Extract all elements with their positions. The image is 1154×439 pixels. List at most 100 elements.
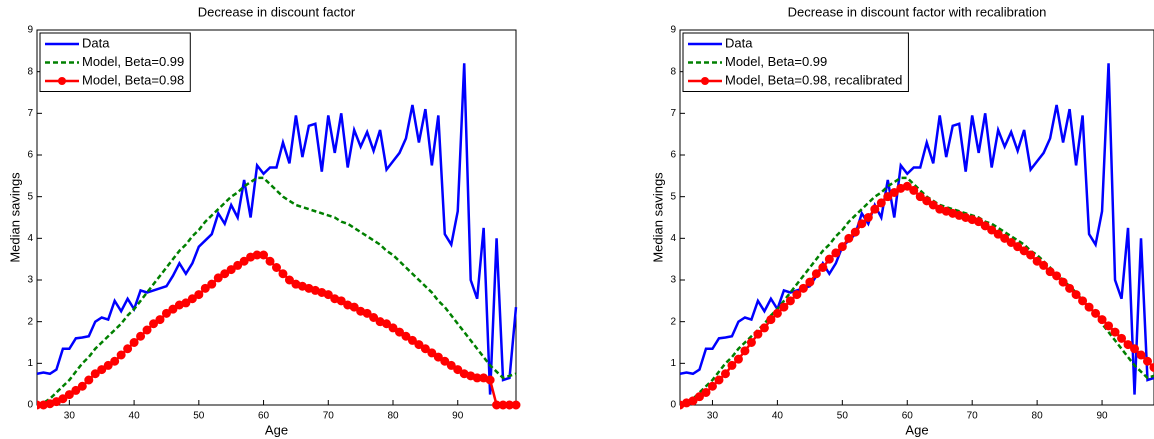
point-marker <box>863 213 873 222</box>
point-marker <box>707 381 717 391</box>
point-marker <box>915 192 925 202</box>
plot-area <box>680 63 1154 410</box>
point-marker <box>837 242 847 252</box>
point-marker <box>233 260 243 270</box>
point-marker <box>844 233 854 243</box>
chart-title: Decrease in discount factor <box>198 4 356 19</box>
point-marker <box>733 354 743 364</box>
point-marker <box>753 329 763 339</box>
y-tick-label: 3 <box>670 275 676 286</box>
point-marker <box>785 296 795 306</box>
axes-box <box>36 29 517 406</box>
x-tick-label: 90 <box>452 411 464 422</box>
point-marker <box>993 229 1003 239</box>
point-marker <box>766 315 776 325</box>
point-marker <box>453 365 463 375</box>
point-marker <box>123 344 133 354</box>
point-marker <box>213 273 223 283</box>
point-marker <box>1032 256 1042 266</box>
legend-label: Data <box>725 35 753 50</box>
point-marker <box>928 200 938 210</box>
point-marker <box>909 185 919 195</box>
point-marker <box>187 294 197 304</box>
series-line <box>37 63 518 395</box>
point-marker <box>220 269 230 279</box>
point-marker <box>433 352 443 362</box>
x-tick-label: 90 <box>1096 411 1108 422</box>
x-tick-label: 60 <box>902 411 914 422</box>
x-tick-label: 80 <box>1032 411 1044 422</box>
point-marker <box>902 181 912 191</box>
point-marker <box>1019 246 1029 256</box>
y-tick-label: 4 <box>27 233 33 244</box>
y-tick-label: 2 <box>27 316 33 327</box>
y-axis-label: Median savings <box>650 172 665 263</box>
x-tick-label: 80 <box>387 411 399 422</box>
axes-box <box>679 29 1154 406</box>
point-marker <box>1026 250 1036 260</box>
subplot: Decrease in discount factor with recalib… <box>650 4 1154 437</box>
y-tick-label: 5 <box>670 191 676 202</box>
point-marker <box>811 269 821 279</box>
point-marker <box>388 323 398 333</box>
point-marker <box>701 388 711 397</box>
y-tick-label: 1 <box>27 358 33 369</box>
point-marker <box>974 217 984 227</box>
point-marker <box>155 315 165 325</box>
legend-label: Model, Beta=0.99 <box>82 54 184 69</box>
point-marker <box>440 356 450 366</box>
point-marker <box>1136 350 1146 360</box>
y-tick-label: 7 <box>670 108 676 119</box>
point-marker <box>414 340 424 350</box>
point-marker <box>272 263 281 272</box>
y-tick-label: 9 <box>27 25 33 36</box>
point-marker <box>818 263 828 272</box>
point-marker <box>207 279 217 289</box>
point-marker <box>407 335 417 345</box>
legend-marker <box>58 77 66 85</box>
point-marker <box>759 323 769 333</box>
point-marker <box>1065 283 1075 293</box>
point-marker <box>1097 315 1107 325</box>
point-marker <box>688 396 698 406</box>
point-marker <box>64 390 74 400</box>
x-axis-label: Age <box>265 422 288 437</box>
point-marker <box>427 348 437 358</box>
point-marker <box>1078 296 1088 306</box>
x-tick-label: 50 <box>193 411 205 422</box>
point-marker <box>1052 271 1062 281</box>
point-marker <box>1058 277 1068 287</box>
series-line <box>680 176 1154 407</box>
legend-label: Model, Beta=0.99 <box>725 54 827 69</box>
legend-marker <box>701 77 709 85</box>
y-tick-label: 0 <box>670 400 676 411</box>
point-marker <box>772 308 782 318</box>
point-marker <box>149 319 159 329</box>
point-marker <box>116 350 126 360</box>
point-marker <box>1149 363 1154 372</box>
point-marker <box>226 265 236 275</box>
point-marker <box>239 256 249 266</box>
point-marker <box>1143 356 1153 366</box>
y-tick-label: 2 <box>670 316 676 327</box>
point-marker <box>1091 308 1101 318</box>
point-marker <box>714 375 724 385</box>
point-marker <box>84 375 94 385</box>
point-marker <box>850 227 860 237</box>
point-marker <box>58 394 68 404</box>
point-marker <box>129 338 139 347</box>
point-marker <box>161 308 171 318</box>
y-tick-label: 8 <box>670 66 676 77</box>
point-marker <box>485 375 495 385</box>
x-tick-label: 70 <box>967 411 979 422</box>
point-marker <box>740 346 750 356</box>
point-marker <box>401 331 411 341</box>
y-tick-label: 3 <box>27 275 33 286</box>
point-marker <box>1045 267 1055 277</box>
x-tick-label: 70 <box>323 411 335 422</box>
point-marker <box>1071 290 1081 300</box>
y-tick-label: 5 <box>27 191 33 202</box>
point-marker <box>77 381 87 391</box>
point-marker <box>857 219 867 229</box>
point-marker <box>511 400 521 410</box>
